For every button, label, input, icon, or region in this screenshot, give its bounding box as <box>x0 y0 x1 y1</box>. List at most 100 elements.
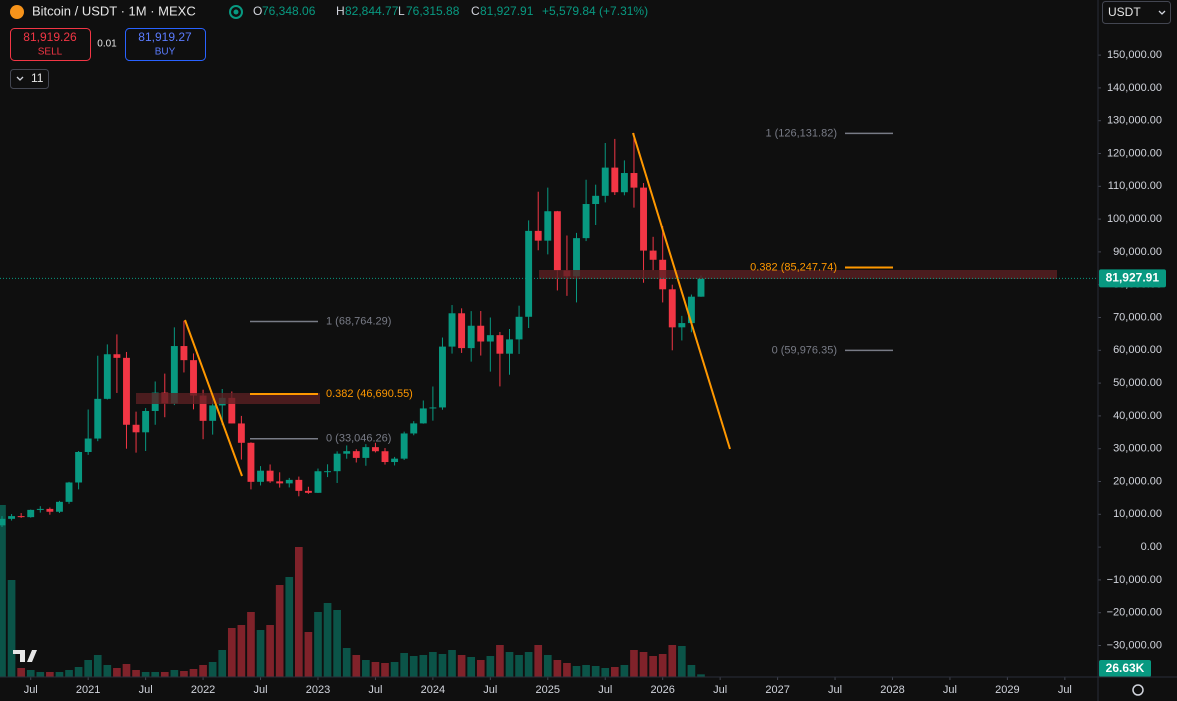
volume-bar <box>208 662 217 677</box>
volume-bar <box>180 671 188 677</box>
volume-tag <box>1099 660 1151 677</box>
candle-body <box>525 230 533 317</box>
legend-key: C <box>471 4 480 18</box>
candle-body <box>94 398 102 439</box>
candle-body <box>400 433 408 459</box>
legend-key: H <box>336 4 345 18</box>
candle-body <box>362 447 370 458</box>
sell-price[interactable]: 81,919.26 <box>23 30 77 44</box>
volume-bar <box>563 663 571 677</box>
y-tick-label: −20,000.00 <box>1107 607 1162 619</box>
candle-body <box>75 451 83 483</box>
volume-bar <box>639 652 648 677</box>
currency[interactable]: USDT <box>1108 5 1141 19</box>
y-tick-label: 110,000.00 <box>1108 180 1162 192</box>
legend-value: 81,927.91 <box>480 4 534 18</box>
legend-value: 76,315.88 <box>406 4 460 18</box>
volume-bar <box>295 547 303 677</box>
volume-bar <box>582 665 590 677</box>
candle-body <box>592 195 600 205</box>
candle-body <box>601 167 609 196</box>
volume-bar <box>429 652 437 677</box>
sell-label[interactable]: SELL <box>38 47 63 58</box>
volume-bar <box>304 632 313 677</box>
volume-bar <box>630 650 638 677</box>
x-tick-label: Jul <box>24 684 38 696</box>
y-tick-label: 0.00 <box>1141 541 1162 553</box>
volume-bar <box>151 672 160 677</box>
volume-bar <box>93 655 102 677</box>
volume-bar <box>218 650 227 677</box>
currency-select[interactable] <box>1102 1 1171 24</box>
chevron <box>1158 10 1166 15</box>
volume-bar <box>678 646 686 677</box>
volume-bar <box>103 665 112 677</box>
status-icon <box>229 5 243 19</box>
x-tick-label: 2029 <box>995 684 1019 696</box>
y-tick-label: 130,000.00 <box>1107 115 1162 127</box>
buy-button[interactable] <box>125 28 206 61</box>
volume-bar <box>247 612 255 677</box>
volume-bar <box>390 662 399 677</box>
volume-bar <box>122 664 131 677</box>
x-tick-label: Jul <box>1058 684 1072 696</box>
volume-bar <box>199 665 207 677</box>
volume-bar <box>227 628 236 677</box>
status-icon <box>233 9 239 15</box>
volume-bar <box>333 610 341 677</box>
y-tick-label: 30,000.00 <box>1113 443 1162 455</box>
fib-label: 0 (33,046.26) <box>326 433 391 445</box>
volume-bar <box>687 665 696 677</box>
candle-body <box>640 187 647 251</box>
buy-price[interactable]: 81,919.27 <box>138 30 192 44</box>
volume-bar <box>553 660 562 677</box>
candle-body <box>266 470 274 482</box>
candle-body <box>46 508 54 512</box>
legend-key: L <box>398 4 405 18</box>
volume-bar <box>496 645 504 677</box>
candle-body <box>8 516 16 519</box>
volume-bar <box>697 674 705 677</box>
candle-body <box>103 354 111 399</box>
candle-body <box>247 442 255 482</box>
volume-bar <box>524 652 533 677</box>
volume-bar <box>409 656 418 677</box>
volume-bar <box>457 655 466 677</box>
volume-bar <box>74 667 83 677</box>
volume-bar <box>36 672 45 677</box>
x-tick-label: Jul <box>483 684 497 696</box>
trend-line <box>632 132 731 450</box>
candle-body <box>620 173 628 193</box>
x-tick-label: 2023 <box>306 684 330 696</box>
volume-bar <box>141 672 150 677</box>
indicator-count[interactable]: 11 <box>31 71 44 85</box>
candle-body <box>65 482 73 502</box>
candle-body <box>697 278 705 297</box>
candle-body <box>410 423 418 434</box>
indicator-toggle[interactable] <box>10 69 49 89</box>
candle-body <box>343 451 351 454</box>
y-tick-label: 70,000.00 <box>1113 311 1162 323</box>
candle-body <box>324 471 332 473</box>
buy-label[interactable]: BUY <box>155 47 176 58</box>
candle-body <box>295 479 303 491</box>
x-tick-label: 2027 <box>765 684 789 696</box>
candle-body <box>381 451 389 463</box>
volume-bar <box>113 668 121 677</box>
sell-button[interactable] <box>10 28 91 61</box>
candle-body <box>285 479 293 484</box>
candle-body <box>496 335 504 354</box>
candle-body <box>84 438 92 452</box>
volume-bar <box>275 585 284 677</box>
candle-body <box>123 357 130 425</box>
volume-bar <box>132 670 140 677</box>
x-tick-label: Jul <box>368 684 382 696</box>
settings-icon[interactable] <box>1132 684 1144 696</box>
candle-body <box>668 289 676 328</box>
candle-body <box>486 335 494 342</box>
volume-bar <box>26 670 35 677</box>
candle-body <box>276 481 284 484</box>
volume-bar <box>649 656 657 677</box>
volume-bar <box>486 656 495 677</box>
volume-bar <box>55 672 64 677</box>
